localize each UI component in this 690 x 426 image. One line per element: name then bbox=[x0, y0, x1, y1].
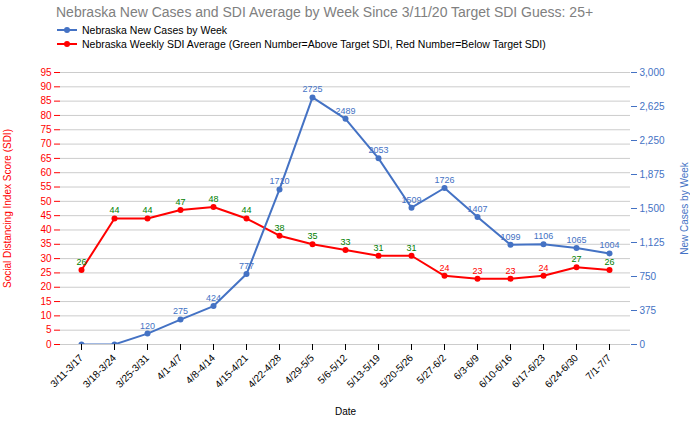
svg-text:33: 33 bbox=[340, 237, 350, 247]
svg-text:6/10-6/16: 6/10-6/16 bbox=[477, 352, 515, 390]
svg-text:40: 40 bbox=[40, 224, 52, 235]
svg-text:375: 375 bbox=[640, 305, 657, 316]
svg-text:35: 35 bbox=[307, 231, 317, 241]
svg-text:80: 80 bbox=[40, 110, 52, 121]
svg-text:2725: 2725 bbox=[302, 84, 322, 94]
svg-text:3/25-3/31: 3/25-3/31 bbox=[114, 352, 152, 390]
svg-text:30: 30 bbox=[40, 253, 52, 264]
svg-text:27: 27 bbox=[571, 254, 581, 264]
svg-text:1,500: 1,500 bbox=[640, 203, 665, 214]
svg-text:1726: 1726 bbox=[434, 175, 454, 185]
svg-text:750: 750 bbox=[640, 271, 657, 282]
svg-text:4/8-4/14: 4/8-4/14 bbox=[183, 352, 218, 386]
svg-text:5/27-6/2: 5/27-6/2 bbox=[414, 352, 448, 386]
svg-text:48: 48 bbox=[208, 194, 218, 204]
svg-text:23: 23 bbox=[505, 266, 515, 276]
svg-text:5/6-5/12: 5/6-5/12 bbox=[315, 352, 350, 386]
svg-text:1004: 1004 bbox=[599, 240, 619, 250]
svg-text:New Cases by Week: New Cases by Week bbox=[679, 161, 690, 255]
svg-text:95: 95 bbox=[40, 67, 52, 78]
svg-text:44: 44 bbox=[142, 205, 152, 215]
svg-text:1710: 1710 bbox=[269, 176, 289, 186]
svg-text:6/3-6/9: 6/3-6/9 bbox=[451, 352, 481, 382]
svg-text:1106: 1106 bbox=[534, 231, 553, 241]
svg-text:70: 70 bbox=[40, 138, 52, 149]
svg-text:47: 47 bbox=[175, 197, 185, 207]
svg-text:1,875: 1,875 bbox=[640, 169, 665, 180]
svg-text:2489: 2489 bbox=[335, 106, 355, 116]
svg-text:24: 24 bbox=[439, 263, 449, 273]
svg-text:Social Distancing Index Score: Social Distancing Index Score (SDI) bbox=[2, 129, 13, 288]
svg-text:31: 31 bbox=[406, 243, 416, 253]
svg-text:7/1-7/7: 7/1-7/7 bbox=[583, 352, 613, 382]
svg-text:3/18-3/24: 3/18-3/24 bbox=[81, 352, 119, 390]
svg-text:0: 0 bbox=[640, 339, 646, 350]
svg-text:3,000: 3,000 bbox=[640, 67, 665, 78]
svg-text:4/22-4/28: 4/22-4/28 bbox=[246, 352, 284, 390]
svg-text:1065: 1065 bbox=[566, 235, 586, 245]
svg-text:Date: Date bbox=[335, 406, 357, 417]
svg-text:1,125: 1,125 bbox=[640, 237, 665, 248]
svg-text:35: 35 bbox=[40, 238, 52, 249]
svg-text:424: 424 bbox=[206, 293, 221, 303]
svg-text:25: 25 bbox=[40, 267, 52, 278]
svg-text:4/29-5/5: 4/29-5/5 bbox=[282, 352, 316, 386]
svg-text:1509: 1509 bbox=[401, 195, 421, 205]
svg-text:2053: 2053 bbox=[368, 145, 388, 155]
svg-text:6/17-6/23: 6/17-6/23 bbox=[510, 352, 548, 390]
svg-text:5: 5 bbox=[46, 324, 52, 335]
svg-text:4/15-4/21: 4/15-4/21 bbox=[213, 352, 251, 390]
svg-text:26: 26 bbox=[76, 257, 86, 267]
svg-text:90: 90 bbox=[40, 81, 52, 92]
svg-text:44: 44 bbox=[241, 205, 251, 215]
svg-text:60: 60 bbox=[40, 167, 52, 178]
svg-text:4/1-4/7: 4/1-4/7 bbox=[154, 352, 184, 382]
svg-text:45: 45 bbox=[40, 210, 52, 221]
svg-text:24: 24 bbox=[538, 263, 548, 273]
svg-text:44: 44 bbox=[109, 205, 119, 215]
svg-text:275: 275 bbox=[173, 306, 188, 316]
svg-text:10: 10 bbox=[40, 310, 52, 321]
svg-text:3/11-3/17: 3/11-3/17 bbox=[48, 352, 85, 389]
html-text:Nebraska Weekly SDI Average (G: Nebraska Weekly SDI Average (Green Numbe… bbox=[82, 38, 546, 50]
svg-text:1407: 1407 bbox=[467, 204, 487, 214]
html-text:Nebraska New Cases and SDI Ave: Nebraska New Cases and SDI Average by We… bbox=[56, 4, 594, 20]
svg-text:85: 85 bbox=[40, 95, 52, 106]
svg-text:2,625: 2,625 bbox=[640, 101, 665, 112]
svg-text:1099: 1099 bbox=[500, 232, 520, 242]
svg-text:15: 15 bbox=[40, 296, 52, 307]
svg-text:75: 75 bbox=[40, 124, 52, 135]
svg-text:50: 50 bbox=[40, 196, 52, 207]
svg-text:26: 26 bbox=[604, 257, 614, 267]
svg-text:20: 20 bbox=[40, 281, 52, 292]
svg-text:38: 38 bbox=[274, 223, 284, 233]
svg-text:23: 23 bbox=[472, 266, 482, 276]
html-text:Nebraska New Cases by Week: Nebraska New Cases by Week bbox=[82, 24, 228, 36]
svg-text:0: 0 bbox=[46, 339, 52, 350]
svg-text:5/20-5/26: 5/20-5/26 bbox=[378, 352, 416, 390]
svg-text:6/24-6/30: 6/24-6/30 bbox=[543, 352, 581, 390]
svg-text:2,250: 2,250 bbox=[640, 135, 665, 146]
svg-text:65: 65 bbox=[40, 153, 52, 164]
svg-text:120: 120 bbox=[140, 321, 155, 331]
svg-text:55: 55 bbox=[40, 181, 52, 192]
svg-text:5/13-5/19: 5/13-5/19 bbox=[345, 352, 383, 390]
svg-text:31: 31 bbox=[373, 243, 383, 253]
svg-text:777: 777 bbox=[239, 261, 254, 271]
